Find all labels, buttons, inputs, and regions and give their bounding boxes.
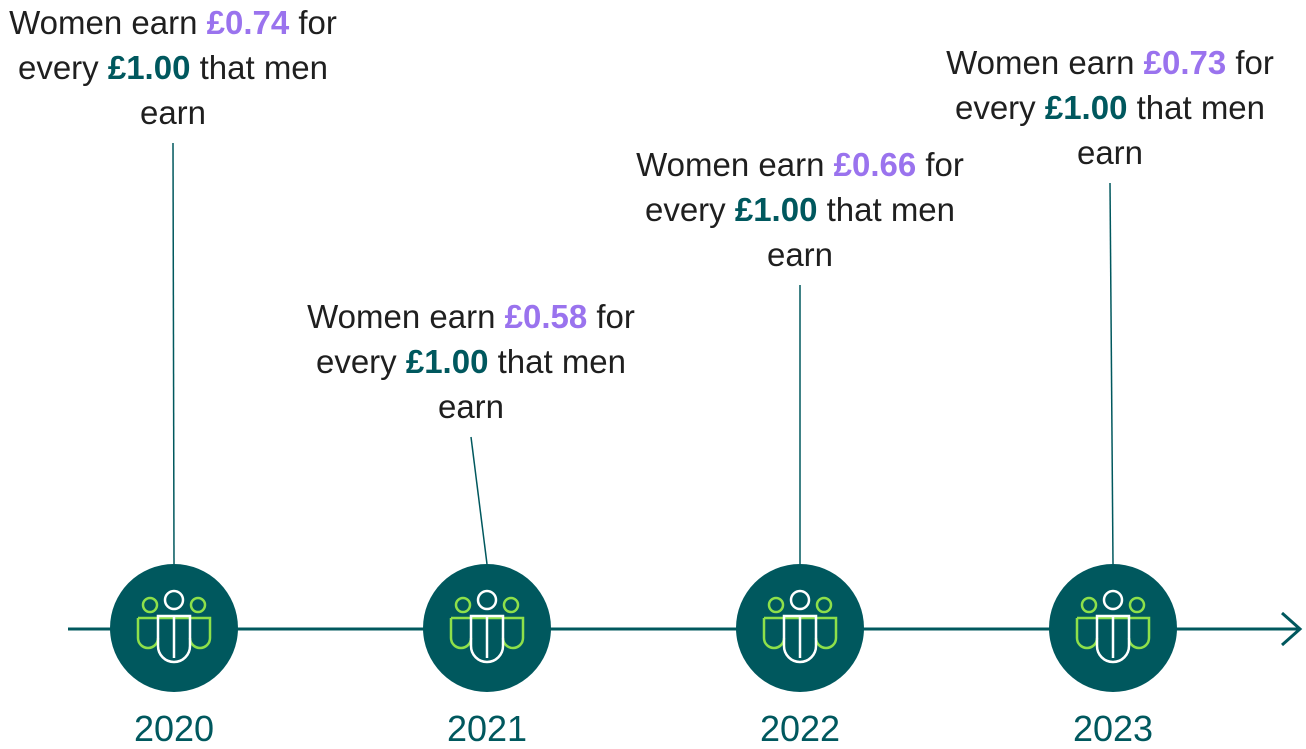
women-text: £0.58: [504, 298, 588, 335]
men-text: £1.00: [1044, 89, 1128, 126]
icon-head: [1128, 596, 1146, 614]
icon-head: [789, 589, 811, 611]
year-label: 2023: [1072, 708, 1154, 749]
icon-body: [1095, 614, 1131, 664]
milestone-text: Women earn £0.73 for every £1.00 that me…: [918, 40, 1303, 175]
axis-arrow: [1281, 611, 1303, 647]
people-icon: [449, 589, 525, 664]
middle-text: for every: [644, 146, 964, 228]
icon-head: [141, 596, 159, 614]
icon-head: [476, 589, 498, 611]
icon-head: [189, 596, 207, 614]
middle-text: for every: [315, 298, 635, 380]
connector: [470, 436, 488, 565]
people-icon: [136, 589, 212, 664]
prefix-text: Women earn: [307, 298, 496, 335]
milestone-text: Women earn £0.66 for every £1.00 that me…: [635, 142, 965, 277]
icon-head: [1080, 596, 1098, 614]
icon-head: [502, 596, 520, 614]
icon-head: [767, 596, 785, 614]
suffix-text: that men earn: [1076, 89, 1266, 171]
icon-head: [454, 596, 472, 614]
icon-body: [469, 614, 505, 664]
icon-body: [782, 614, 818, 664]
people-icon: [1075, 589, 1151, 664]
icon-body: [156, 614, 192, 664]
prefix-text: Women earn: [946, 44, 1135, 81]
people-icon: [762, 589, 838, 664]
year-label: 2022: [759, 708, 841, 749]
women-text: £0.66: [833, 146, 917, 183]
suffix-text: that men earn: [437, 343, 627, 425]
suffix-text: that men earn: [139, 49, 329, 131]
women-text: £0.73: [1143, 44, 1227, 81]
women-text: £0.74: [206, 4, 290, 41]
middle-text: for every: [954, 44, 1274, 126]
connector: [172, 142, 175, 565]
prefix-text: Women earn: [636, 146, 825, 183]
connector: [1109, 182, 1114, 565]
men-text: £1.00: [107, 49, 191, 86]
icon-head: [815, 596, 833, 614]
year-label: 2020: [133, 708, 215, 749]
milestone-text: Women earn £0.58 for every £1.00 that me…: [306, 294, 636, 429]
year-label: 2021: [446, 708, 528, 749]
men-text: £1.00: [734, 191, 818, 228]
prefix-text: Women earn: [9, 4, 198, 41]
suffix-text: that men earn: [766, 191, 956, 273]
milestone-text: Women earn £0.74 for every £1.00 that me…: [8, 0, 338, 135]
middle-text: for every: [17, 4, 337, 86]
icon-head: [163, 589, 185, 611]
icon-head: [1102, 589, 1124, 611]
men-text: £1.00: [405, 343, 489, 380]
